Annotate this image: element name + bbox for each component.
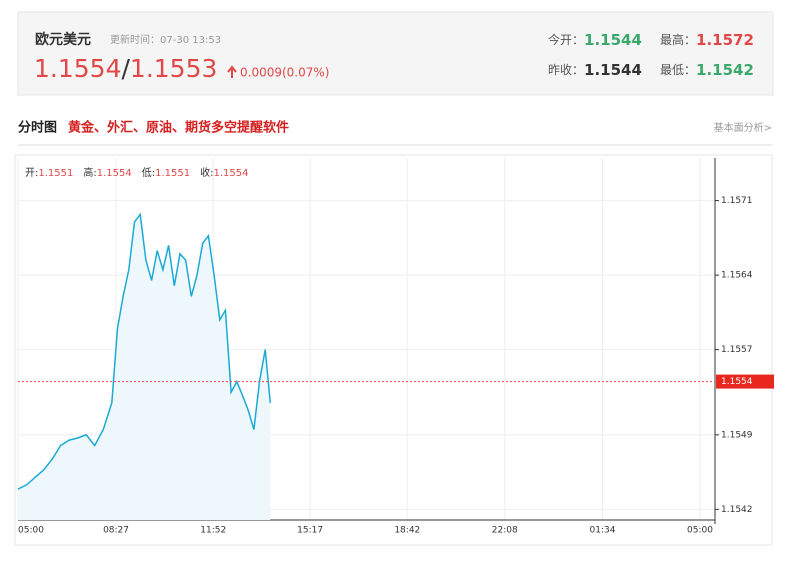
- pair-name: 欧元美元: [35, 31, 91, 48]
- y-tick-label: 1.1564: [721, 271, 753, 281]
- x-tick-label: 15:17: [297, 526, 323, 536]
- y-tick-label: 1.1542: [721, 505, 753, 515]
- section-title: 分时图: [18, 120, 57, 136]
- price-line: [17, 212, 272, 490]
- ohlc-label: 高:: [83, 166, 96, 179]
- stat: 最高：1.1572: [660, 31, 754, 49]
- ohlc-value: 1.1554: [214, 168, 249, 179]
- ohlc: 开:1.1551 高:1.1554 低:1.1551 收:1.1554: [25, 166, 249, 179]
- x-tick-label: 18:42: [394, 526, 420, 536]
- ohlc-value: 1.1551: [38, 168, 73, 179]
- stat-label: 最低：: [660, 63, 696, 77]
- stat-label: 昨收：: [548, 63, 584, 77]
- last-price-box: [716, 374, 774, 389]
- analysis-link[interactable]: 基本面分析>: [714, 121, 772, 134]
- stat: 昨收：1.1544: [548, 61, 642, 79]
- x-tick-label: 01:34: [590, 526, 616, 536]
- y-tick-label: 1.1549: [721, 430, 753, 440]
- update-time: 更新时间：07-30 13:53: [110, 33, 221, 46]
- stat: 最低：1.1542: [660, 61, 754, 79]
- ohlc-label: 收:: [200, 166, 213, 179]
- ohlc-label: 开:: [25, 168, 38, 179]
- plot: 1.1571 1.1564 1.1557 1.1549 1.1542 05:00 08:27…: [17, 158, 774, 536]
- header-box: [17, 11, 774, 96]
- chart-frame: [14, 154, 773, 546]
- y-tick-label: 1.1571: [721, 196, 753, 206]
- last-price-label: 1.1554: [721, 377, 753, 387]
- stat-label: 今开：: [548, 32, 584, 47]
- area: [18, 214, 271, 520]
- x-tick-label: 05:00: [687, 526, 713, 536]
- stat-label: 最高：: [660, 32, 696, 47]
- bid: 1.1554: [34, 54, 121, 83]
- change: 0.0009(0.07%): [240, 66, 329, 80]
- separator: /: [121, 54, 130, 83]
- x-tick-label: 11:52: [200, 526, 226, 536]
- y-tick-label: 1.1557: [721, 345, 753, 355]
- stat-value: 1.1544: [584, 31, 642, 49]
- ohlc-value: 1.1551: [155, 168, 190, 179]
- ohlc-value: 1.1554: [97, 168, 132, 179]
- promo-link[interactable]: 黄金、外汇、原油、期货多空提醒软件: [68, 120, 289, 136]
- x-tick-label: 05:00: [18, 526, 44, 536]
- ohlc-label: 低:: [142, 166, 155, 179]
- stat-value: 1.1544: [584, 61, 642, 79]
- x-tick-label: 08:27: [103, 526, 129, 536]
- up-arrow: [227, 65, 237, 78]
- ask: 1.1553: [130, 54, 217, 83]
- stat-value: 1.1542: [696, 61, 754, 79]
- price: 1.1554/1.1553: [34, 54, 217, 83]
- stat-value: 1.1572: [696, 31, 754, 49]
- x-tick-label: 22:08: [492, 526, 518, 536]
- stat: 今开：1.1544: [548, 31, 642, 49]
